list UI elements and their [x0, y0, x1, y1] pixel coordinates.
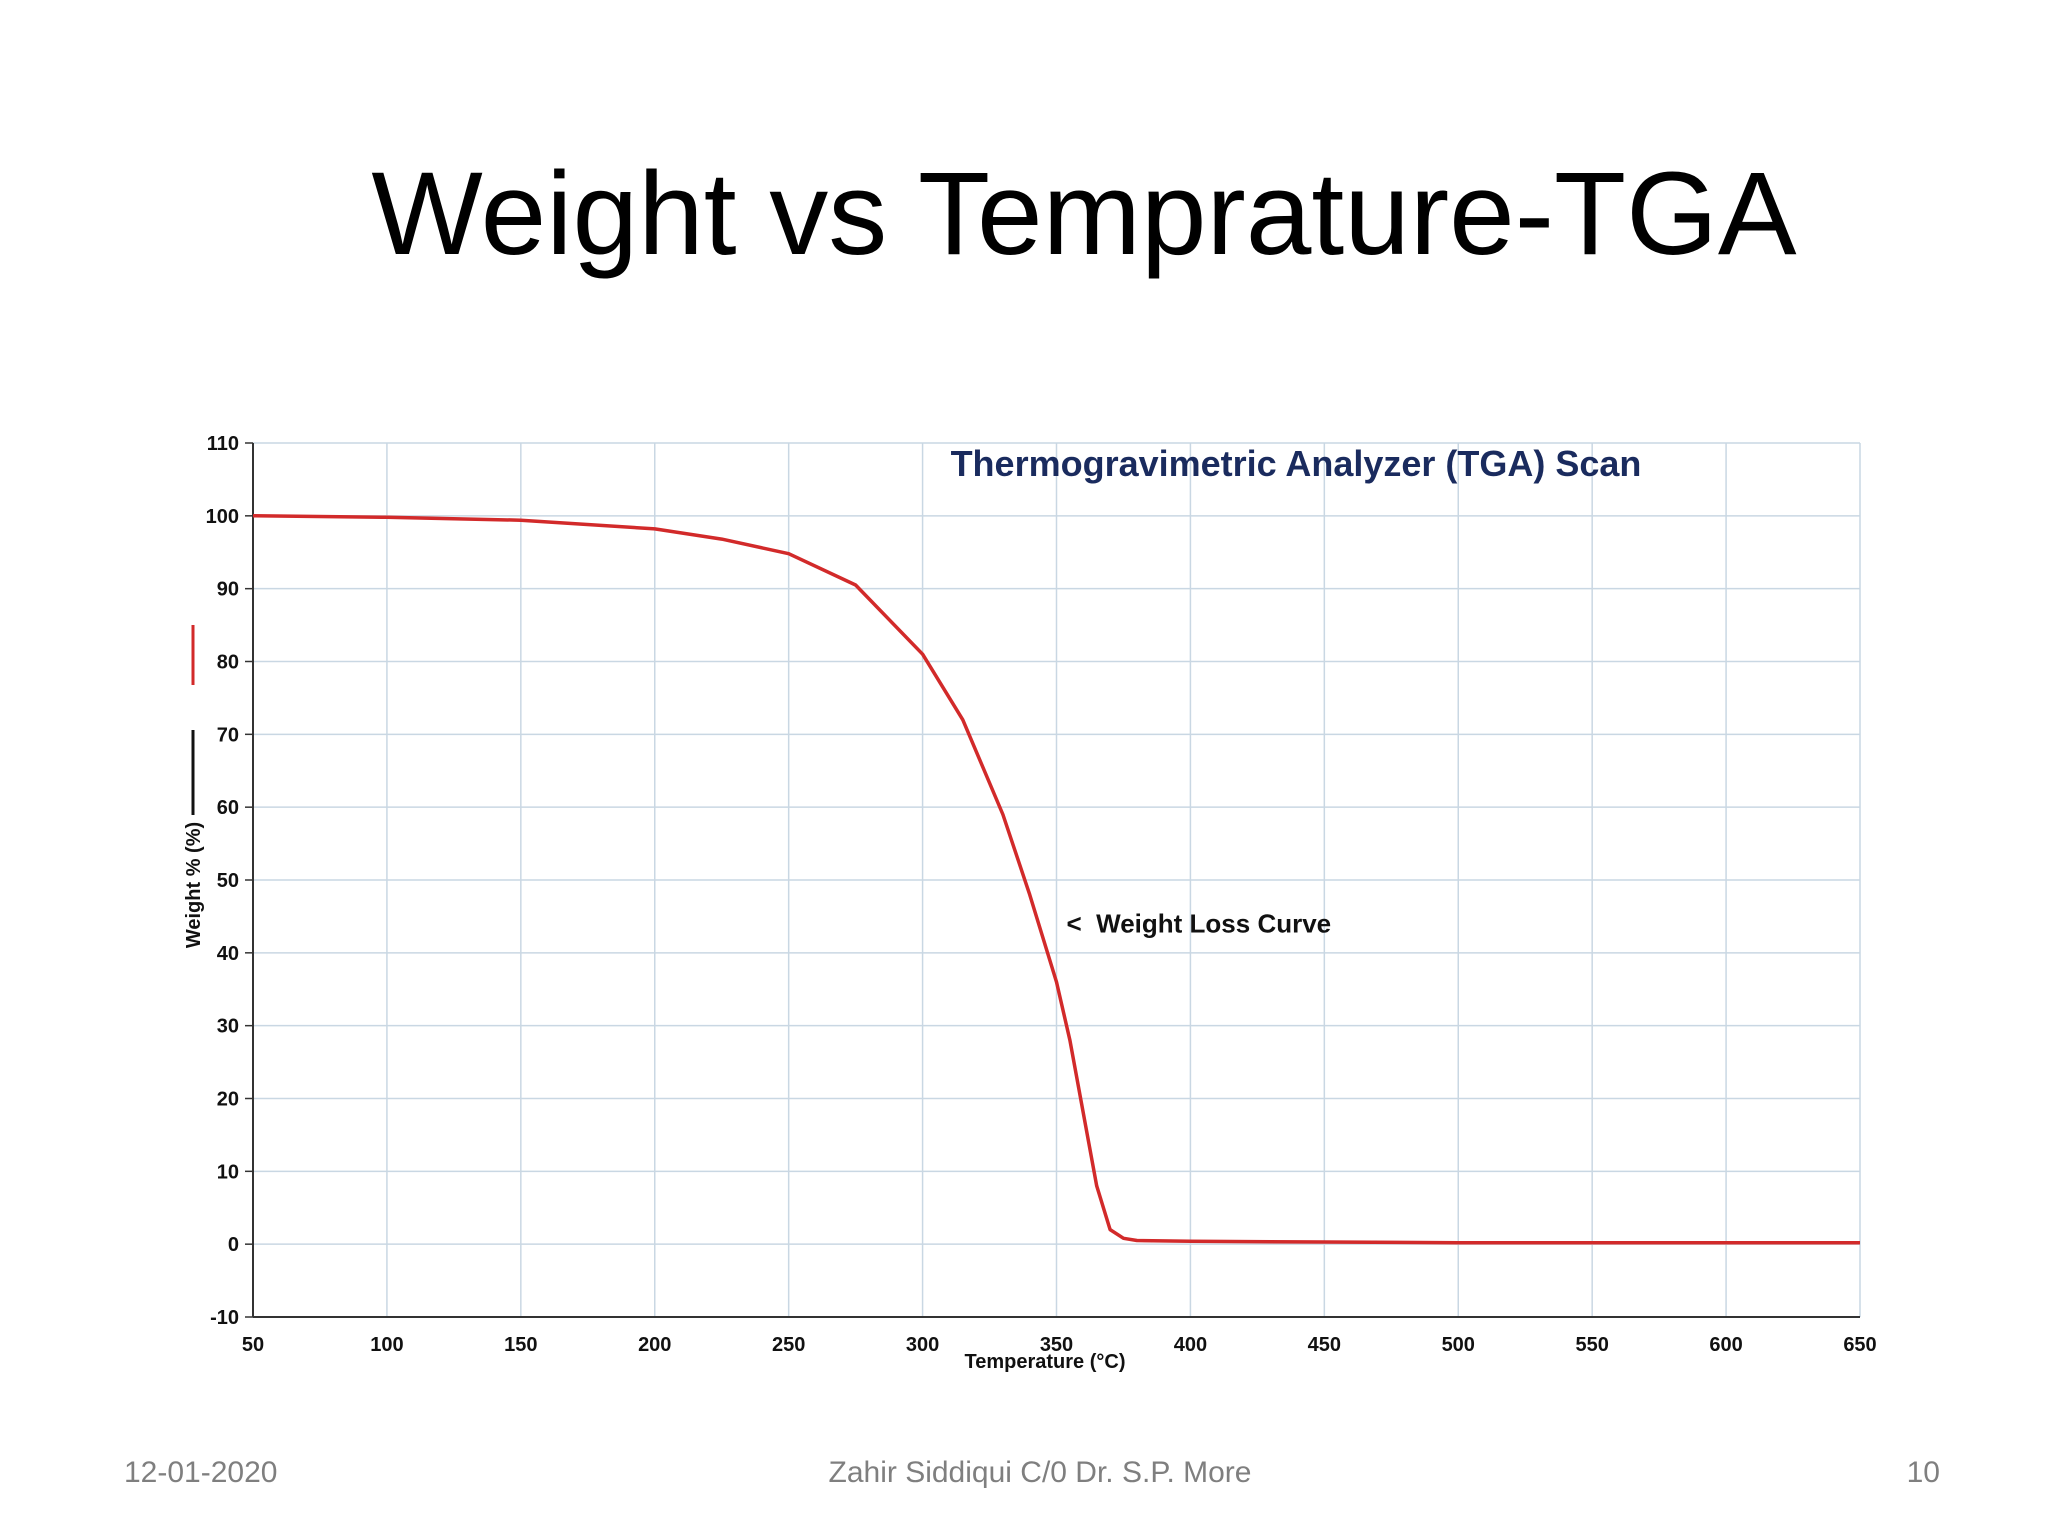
tga-chart-svg: 50 100 150 200 250 300 350 400 450 500 550 600 65011… — [183, 433, 1877, 1373]
y-tick-label: 100 — [206, 506, 239, 528]
y-tick-label: 40 — [217, 943, 239, 965]
x-tick-label: 300 — [906, 1334, 939, 1356]
x-tick-label: 50 — [242, 1334, 264, 1356]
x-tick-label: 450 — [1308, 1334, 1341, 1356]
x-tick-label: 650 — [1843, 1334, 1876, 1356]
y-tick-label: -10 — [210, 1307, 239, 1329]
weight-loss-annotation: < Weight Loss Curve — [1067, 909, 1332, 939]
chart-title: Thermogravimetric Analyzer (TGA) Scan — [951, 443, 1642, 484]
y-tick-label: 80 — [217, 652, 239, 674]
footer-author: Zahir Siddiqui C/0 Dr. S.P. More — [828, 1456, 1252, 1489]
y-tick-label: 0 — [228, 1234, 239, 1256]
x-tick-label: 250 — [772, 1334, 805, 1356]
weight-loss-curve — [252, 514, 1860, 1245]
x-tick-label: 600 — [1709, 1334, 1742, 1356]
axes — [245, 442, 1860, 1318]
x-tick-label: 100 — [370, 1334, 403, 1356]
y-tick-label: 10 — [217, 1161, 239, 1183]
y-tick-label: 20 — [217, 1089, 239, 1111]
x-axis-label: Temperature (°C) — [965, 1351, 1126, 1373]
footer-date: 12-01-2020 — [124, 1456, 278, 1489]
y-tick-label: 30 — [217, 1016, 239, 1038]
tga-chart: 50 100 150 200 250 300 350 400 450 500 550 600 650 11… — [150, 380, 1910, 1390]
y-tick-label: 70 — [217, 724, 239, 746]
slide-page-number: 10 — [1906, 1456, 1940, 1489]
x-tick-label: 400 — [1174, 1334, 1207, 1356]
y-axis-label: Weight % (%) — [183, 822, 205, 948]
x-tick-label: 500 — [1442, 1334, 1475, 1356]
x-tick-label: 350 — [1040, 1334, 1073, 1356]
y-axis-label-group: Weight % (%) — [183, 625, 205, 948]
y-tick-label: 110 — [207, 433, 239, 455]
y-tick-label: 90 — [217, 579, 239, 601]
x-tick-label: 150 — [504, 1334, 537, 1356]
y-tick-label: 50 — [217, 870, 239, 892]
x-tick-label: 200 — [638, 1334, 671, 1356]
x-tick-label: 550 — [1575, 1334, 1608, 1356]
tick-labels: 50 100 150 200 250 300 350 400 450 500 550 600 65011… — [206, 433, 1877, 1356]
y-tick-label: 60 — [217, 797, 239, 819]
grid-lines — [252, 442, 1861, 1318]
slide-title: Weight vs Temprature-TGA — [371, 148, 1797, 280]
